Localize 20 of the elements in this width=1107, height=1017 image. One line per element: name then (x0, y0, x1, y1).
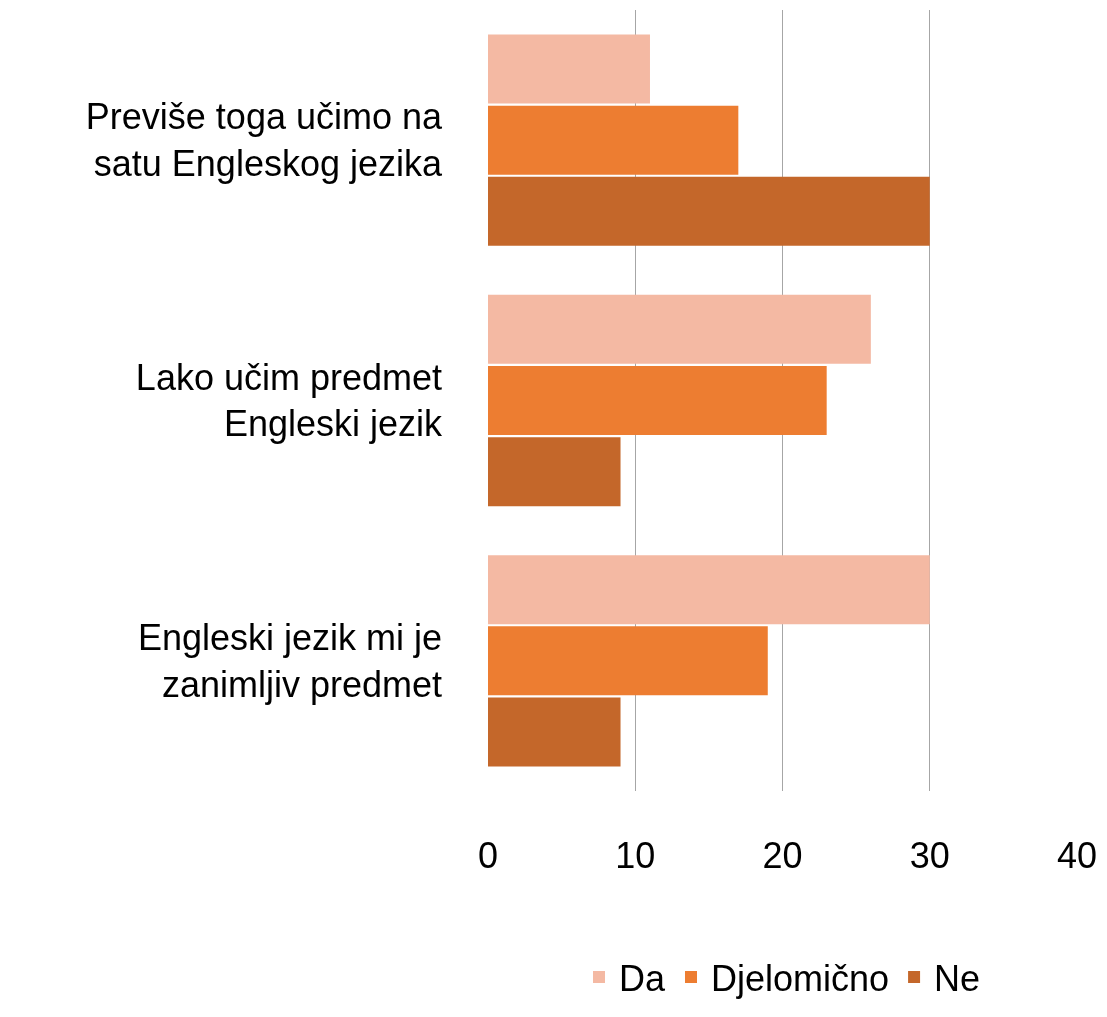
bar (488, 34, 650, 104)
bar (488, 626, 768, 696)
bar (488, 294, 871, 364)
x-tick-label: 0 (477, 835, 499, 876)
bar (488, 697, 621, 767)
y-tick-label: Engleski jezik mi je zanimljiv predmet (137, 617, 442, 705)
bar (488, 365, 827, 436)
x-tick-label: 30 (909, 835, 950, 876)
bar (488, 555, 930, 625)
legend-label: Ne (934, 958, 981, 1000)
x-tick-label: 20 (762, 835, 803, 876)
bar (488, 437, 621, 507)
legend-label: Da (619, 958, 666, 1000)
y-tick-label: Lako učim predmet Engleski jezik (135, 356, 443, 445)
legend-label: Djelomično (711, 958, 890, 1000)
bar (488, 105, 739, 175)
y-tick-label: Previše toga učimo na satu Engleskog jezika (85, 96, 443, 185)
x-tick-label: 10 (615, 835, 656, 876)
x-tick-label: 40 (1056, 835, 1098, 876)
bar (488, 176, 930, 246)
